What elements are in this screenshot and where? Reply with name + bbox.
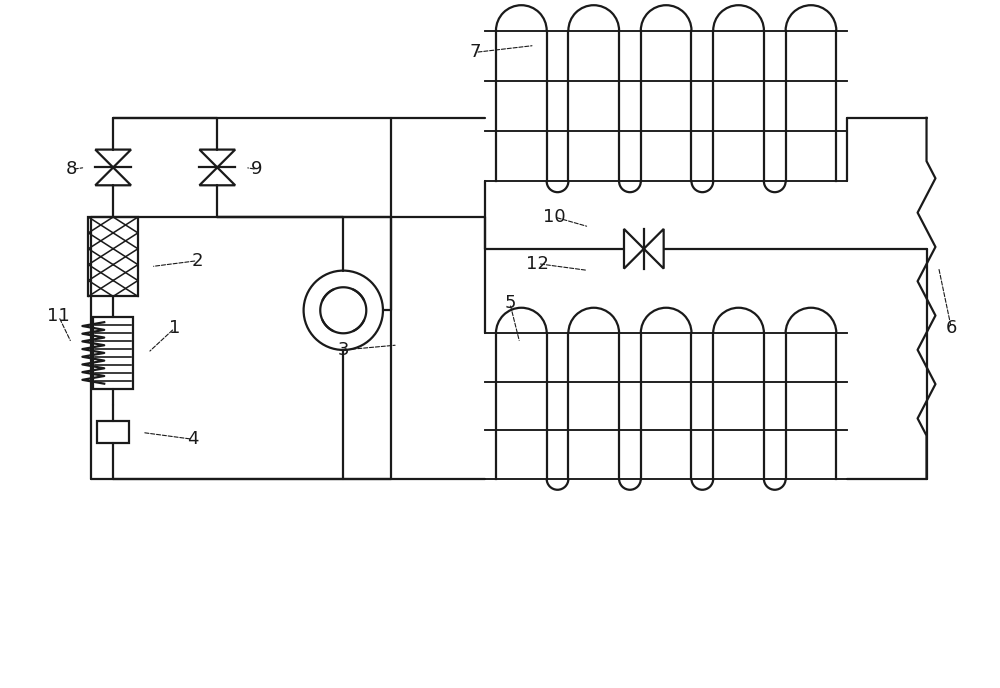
Text: 5: 5 xyxy=(504,294,516,312)
Bar xyxy=(97,421,129,443)
Text: 1: 1 xyxy=(169,319,180,337)
Text: 7: 7 xyxy=(469,43,481,61)
Text: 3: 3 xyxy=(338,341,349,359)
Text: 12: 12 xyxy=(526,255,549,272)
Text: 10: 10 xyxy=(543,208,566,226)
Text: 6: 6 xyxy=(946,319,957,337)
Text: 4: 4 xyxy=(187,430,198,448)
Text: 9: 9 xyxy=(251,160,263,178)
Text: 2: 2 xyxy=(192,252,203,270)
Bar xyxy=(88,217,138,297)
Bar xyxy=(93,317,133,389)
Text: 8: 8 xyxy=(66,160,77,178)
Text: 11: 11 xyxy=(47,308,70,325)
